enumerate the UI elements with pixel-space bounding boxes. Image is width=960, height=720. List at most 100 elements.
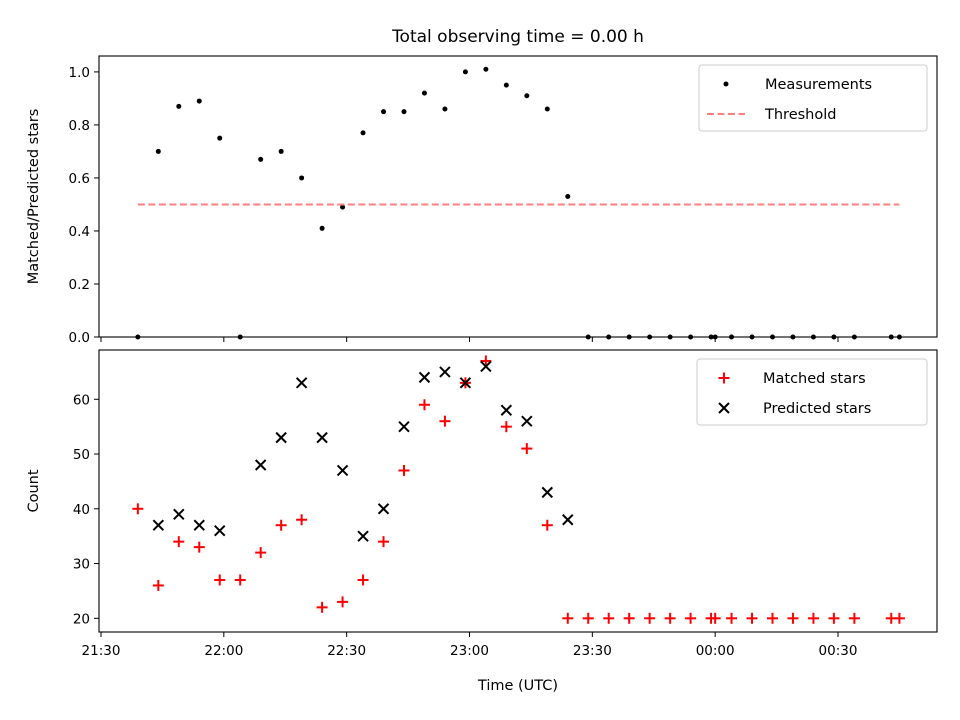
predicted-star-marker-b	[295, 377, 308, 389]
predicted-star-marker	[521, 415, 533, 427]
predicted-star-marker-b	[521, 415, 533, 427]
bottom-ytick-label: 20	[73, 611, 90, 627]
matched-star-marker	[418, 399, 430, 411]
measurement-point	[667, 334, 673, 340]
matched-star-marker	[664, 612, 676, 624]
measurement-point	[360, 130, 366, 136]
measurement-point	[319, 225, 325, 231]
measurement-point	[769, 334, 775, 340]
xlabel: Time (UTC)	[477, 678, 558, 694]
xtick-label: 23:00	[450, 643, 489, 659]
predicted-star-marker-b	[152, 519, 165, 531]
predicted-star-marker	[275, 431, 287, 444]
top-ytick-label: 0.0	[69, 330, 90, 346]
bottom-ytick-label: 30	[73, 557, 90, 573]
predicted-star-marker	[418, 371, 431, 384]
matched-star-marker	[623, 612, 635, 624]
matched-star-marker	[296, 514, 308, 526]
top-axes-frame	[98, 55, 938, 338]
matched-star-marker	[807, 612, 819, 624]
predicted-star-marker	[357, 530, 369, 542]
predicted-star-marker-b	[214, 524, 226, 537]
predicted-star-marker	[398, 420, 410, 433]
bottom-legend-box	[696, 358, 928, 426]
predicted-star-marker-b	[377, 503, 390, 515]
predicted-star-marker	[316, 431, 328, 444]
predicted-star-marker-b	[562, 514, 574, 526]
predicted-star-marker-b	[357, 530, 369, 542]
measurement-point	[135, 334, 141, 340]
matched-star-marker	[766, 612, 778, 624]
measurement-point	[851, 334, 857, 340]
measurement-point	[258, 156, 264, 162]
matched-star-marker	[848, 612, 860, 624]
matched-star-marker	[439, 415, 451, 427]
predicted-star-marker-b	[480, 360, 492, 373]
bottom-ytick-label: 50	[73, 447, 90, 463]
measurement-point	[503, 82, 509, 88]
measurement-point	[896, 334, 902, 340]
top-legend-box	[698, 64, 928, 132]
predicted-star-marker-b	[439, 366, 451, 378]
measurement-point	[176, 103, 182, 109]
top-ytick-label: 0.6	[69, 171, 90, 187]
xtick-label: 22:00	[204, 643, 243, 659]
predicted-star-marker	[214, 524, 226, 537]
legend-label: Measurements	[765, 77, 872, 93]
bottom-ylabel: Count	[26, 469, 42, 512]
matched-star-marker	[521, 443, 533, 455]
xtick-label: 22:30	[327, 643, 366, 659]
predicted-star-marker	[295, 377, 308, 389]
legend-label: Threshold	[764, 107, 836, 123]
matched-star-marker	[275, 519, 287, 531]
matched-star-marker	[357, 574, 369, 586]
matched-star-marker	[193, 541, 205, 553]
matched-star-marker	[709, 612, 721, 624]
predicted-star-marker-b	[418, 371, 431, 384]
top-ytick-label: 0.8	[69, 118, 90, 134]
measurement-point	[381, 109, 387, 115]
measurement-point	[217, 135, 223, 141]
predicted-star-marker-b	[336, 464, 349, 477]
matched-star-marker	[337, 596, 349, 608]
predicted-star-marker	[562, 514, 574, 526]
measurement-point	[565, 194, 571, 199]
predicted-star-marker	[173, 508, 185, 520]
measurement-point	[585, 334, 591, 340]
matched-star-marker	[214, 574, 226, 586]
matched-star-marker	[398, 464, 410, 476]
matched-star-marker	[828, 612, 840, 624]
top-ytick-label: 0.2	[69, 277, 90, 293]
predicted-star-marker-b	[541, 486, 554, 499]
measurement-point	[544, 106, 550, 112]
predicted-star-marker	[254, 459, 267, 471]
xtick-label: 00:30	[819, 643, 858, 659]
measurement-point	[278, 148, 284, 154]
bottom-ytick-label: 40	[73, 502, 90, 518]
matched-star-marker	[685, 612, 697, 624]
measurement-point	[712, 334, 718, 340]
matched-star-marker	[152, 579, 164, 591]
matched-star-marker	[603, 612, 615, 624]
matched-star-marker	[378, 536, 390, 548]
matched-star-marker	[726, 612, 738, 624]
bottom-ytick-label: 60	[73, 392, 90, 408]
measurement-point	[237, 334, 243, 340]
measurement-point	[401, 109, 407, 115]
predicted-star-marker-b	[316, 431, 328, 444]
predicted-star-marker	[439, 366, 451, 378]
legend-label: Predicted stars	[763, 401, 871, 417]
predicted-star-marker	[480, 360, 492, 373]
predicted-star-marker-b	[254, 459, 267, 471]
matched-star-marker	[173, 536, 185, 548]
matched-star-marker	[644, 612, 656, 624]
predicted-star-marker-b	[193, 519, 205, 531]
measurement-point	[729, 334, 735, 340]
xtick-label: 21:30	[82, 643, 121, 659]
legend-handle-predicted-b	[718, 402, 730, 414]
measurement-point	[155, 148, 161, 154]
measurement-point	[462, 69, 468, 75]
matched-star-marker	[316, 601, 328, 613]
predicted-star-marker	[500, 404, 513, 416]
